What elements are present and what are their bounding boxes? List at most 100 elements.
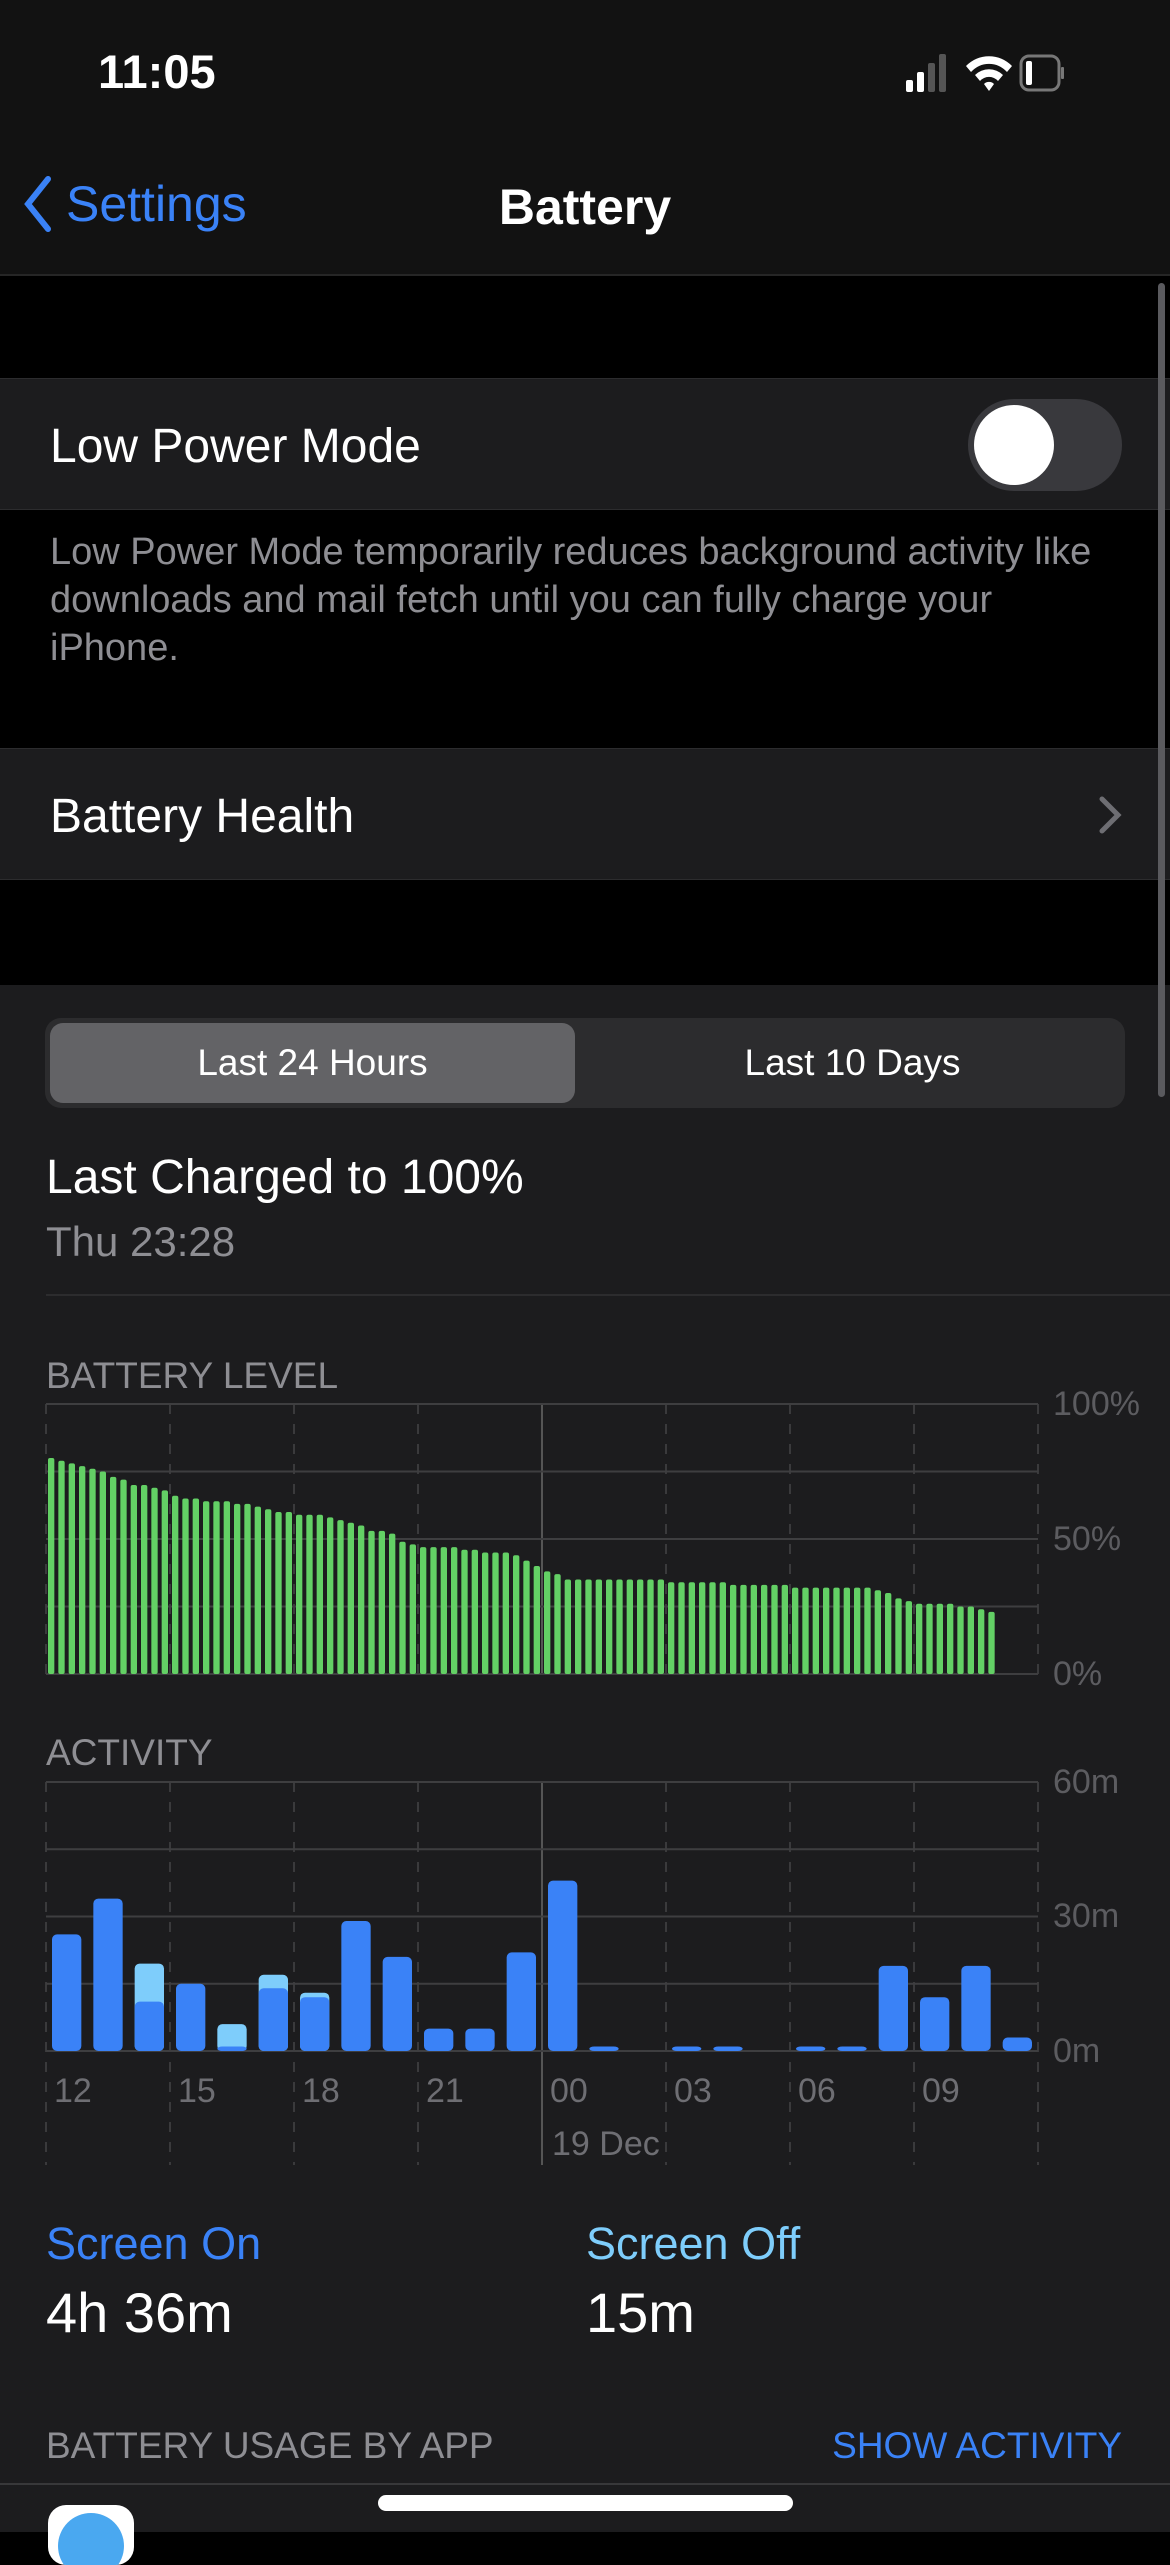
activity-ytick: 60m <box>1053 1763 1120 1801</box>
battery-bar <box>513 1555 520 1674</box>
battery-bar <box>430 1547 437 1674</box>
battery-health-row[interactable]: Battery Health <box>0 748 1170 880</box>
battery-bar <box>637 1579 644 1674</box>
activity-bar-screen-on <box>382 1956 412 2051</box>
header: 11:05 Settings Battery <box>0 0 1170 276</box>
last-charged-time: Thu 23:28 <box>46 1218 236 1265</box>
battery-bar <box>606 1579 613 1674</box>
battery-bar <box>306 1514 313 1674</box>
wifi-icon <box>966 56 1012 91</box>
battery-bar <box>626 1579 633 1674</box>
battery-bar <box>358 1525 365 1674</box>
activity-bar-screen-on <box>878 1965 908 2051</box>
battery-bar <box>275 1512 282 1674</box>
battery-bar <box>399 1541 406 1674</box>
tab-last-10-days[interactable]: Last 10 Days <box>744 1042 961 1083</box>
battery-bar <box>926 1603 933 1674</box>
battery-bar <box>378 1530 385 1674</box>
battery-bar <box>585 1579 592 1674</box>
scrollbar[interactable] <box>1158 283 1165 1097</box>
battery-bar <box>709 1582 716 1674</box>
battery-bar <box>337 1520 344 1674</box>
last-charged-title: Last Charged to 100% <box>46 1151 524 1204</box>
battery-bar <box>482 1552 489 1674</box>
activity-bar-screen-on <box>837 2046 867 2051</box>
screen-off-label: Screen Off <box>586 2218 801 2269</box>
battery-bar <box>575 1579 582 1674</box>
battery-bar <box>967 1606 974 1674</box>
activity-bar-screen-on <box>52 1934 82 2051</box>
activity-xtick: 21 <box>426 2072 464 2110</box>
battery-bar <box>781 1584 788 1674</box>
activity-bar-screen-on <box>506 1952 536 2051</box>
toggle-knob <box>974 405 1054 485</box>
screen-on-label: Screen On <box>46 2218 262 2269</box>
battery-bar <box>792 1587 799 1674</box>
back-button[interactable]: Settings <box>22 175 247 233</box>
battery-bar <box>616 1579 623 1674</box>
battery-bar <box>99 1471 106 1674</box>
activity-xtick: 15 <box>178 2072 216 2110</box>
battery-bar <box>368 1530 375 1674</box>
battery-bar <box>833 1587 840 1674</box>
activity-ytick: 0m <box>1053 2032 1101 2070</box>
battery-bar <box>864 1587 871 1674</box>
activity-ytick: 30m <box>1053 1897 1120 1935</box>
activity-bar-screen-on <box>548 1880 578 2051</box>
activity-bar-screen-on <box>920 1997 950 2051</box>
activity-xtick: 18 <box>302 2072 340 2110</box>
battery-bar <box>843 1587 850 1674</box>
low-power-mode-label: Low Power Mode <box>50 420 421 473</box>
battery-bar <box>502 1552 509 1674</box>
screen-off-value: 15m <box>586 2281 695 2344</box>
battery-bar <box>120 1479 127 1674</box>
battery-ytick: 50% <box>1053 1520 1122 1558</box>
battery-icon <box>1019 54 1064 92</box>
battery-bar <box>234 1503 241 1674</box>
screen-on-value: 4h 36m <box>46 2281 233 2344</box>
battery-bar <box>905 1601 912 1674</box>
battery-bar <box>947 1603 954 1674</box>
battery-bar <box>523 1560 530 1674</box>
home-indicator[interactable] <box>378 2495 793 2511</box>
activity-bar-screen-on <box>961 1965 991 2051</box>
chevron-right-icon <box>1099 796 1122 834</box>
activity-bar-screen-on <box>217 2046 247 2051</box>
battery-bar <box>823 1587 830 1674</box>
battery-bar <box>740 1584 747 1674</box>
activity-bar-screen-on <box>465 2028 495 2051</box>
battery-bar <box>771 1584 778 1674</box>
activity-xtick: 12 <box>54 2072 92 2110</box>
activity-bar-screen-on <box>589 2046 619 2051</box>
cellular-signal-icon <box>906 54 946 92</box>
battery-bar <box>730 1584 737 1674</box>
tab-last-24-hours[interactable]: Last 24 Hours <box>50 1023 575 1103</box>
low-power-mode-row: Low Power Mode <box>0 378 1170 510</box>
battery-bar <box>389 1533 396 1674</box>
status-time: 11:05 <box>98 45 216 98</box>
battery-bar <box>182 1498 189 1674</box>
battery-bar <box>172 1495 179 1674</box>
battery-bar <box>89 1468 96 1674</box>
activity-bar-screen-on <box>134 2001 164 2051</box>
battery-bar <box>244 1503 251 1674</box>
time-range-segmented-control: Last 24 Hours Last 10 Days <box>45 1018 1125 1108</box>
show-activity-button[interactable]: SHOW ACTIVITY <box>832 2425 1122 2466</box>
battery-bar <box>451 1547 458 1674</box>
low-power-mode-toggle[interactable] <box>968 399 1122 491</box>
battery-bar <box>895 1598 902 1674</box>
activity-bar-screen-on <box>424 2028 454 2051</box>
page-title: Battery <box>498 179 672 235</box>
battery-bar <box>48 1458 55 1674</box>
activity-title: ACTIVITY <box>46 1732 213 1773</box>
battery-bar <box>327 1517 334 1674</box>
safari-icon[interactable] <box>48 2505 134 2565</box>
battery-bar <box>874 1590 881 1674</box>
battery-bar <box>916 1603 923 1674</box>
battery-bar <box>461 1549 468 1674</box>
battery-ytick: 100% <box>1053 1385 1140 1423</box>
activity-xtick: 00 <box>550 2072 588 2110</box>
battery-bar <box>213 1501 220 1674</box>
battery-bar <box>409 1544 416 1674</box>
battery-bar <box>699 1582 706 1674</box>
